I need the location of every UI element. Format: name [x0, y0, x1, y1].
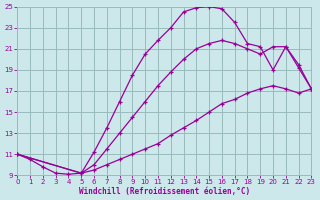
X-axis label: Windchill (Refroidissement éolien,°C): Windchill (Refroidissement éolien,°C) [79, 187, 250, 196]
